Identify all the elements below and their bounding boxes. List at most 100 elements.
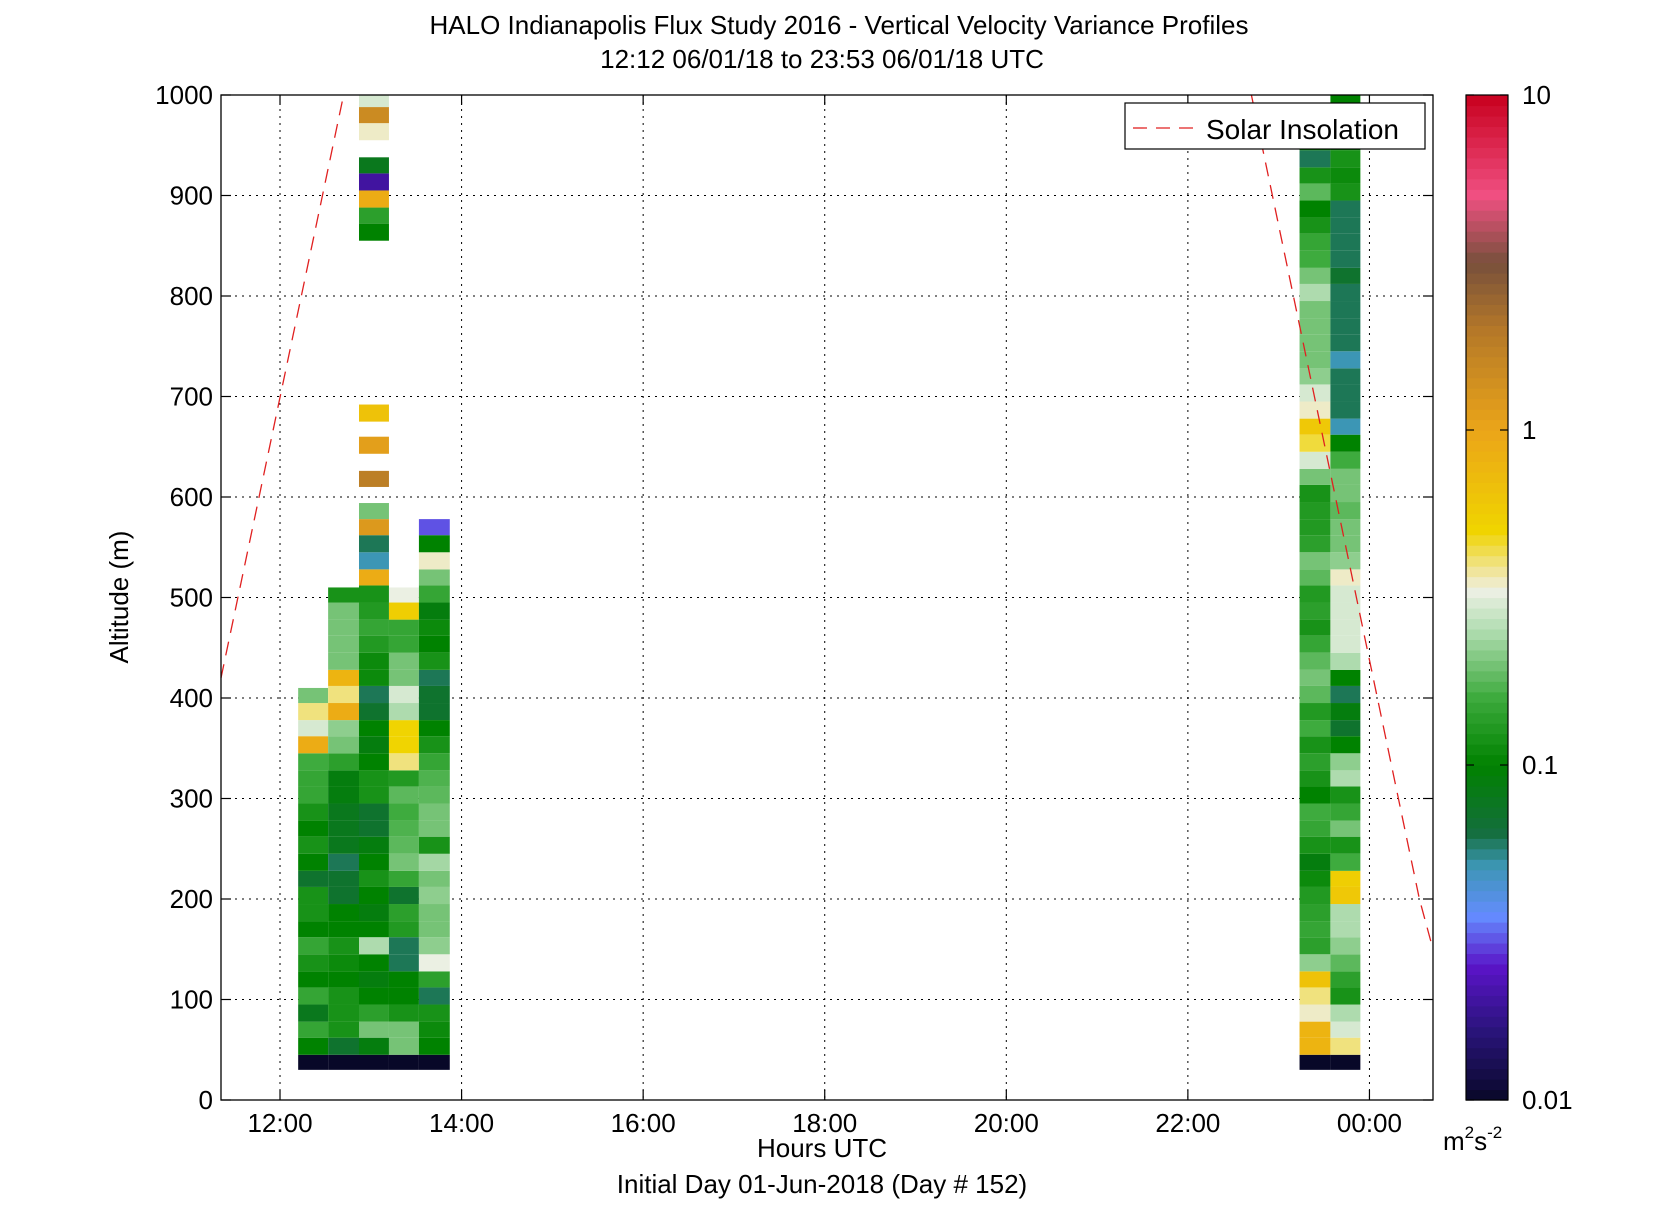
heatmap-cell: [418, 669, 450, 686]
heatmap-cell: [358, 886, 389, 905]
x-tick-label: 18:00: [792, 1108, 857, 1138]
colorbar-band: [1466, 597, 1508, 609]
colorbar-band: [1466, 95, 1508, 107]
heatmap-cell: [418, 987, 450, 1005]
heatmap-cell: [1299, 418, 1331, 435]
colorbar-band: [1466, 377, 1508, 389]
heatmap-cell: [358, 853, 389, 871]
colorbar-band: [1466, 126, 1508, 138]
colorbar-band: [1466, 785, 1508, 798]
colorbar-band: [1466, 1058, 1508, 1070]
heatmap-cell: [328, 587, 359, 603]
heatmap-cell: [358, 95, 389, 108]
heatmap-cell: [418, 870, 450, 887]
x-tick-label: 14:00: [429, 1108, 494, 1138]
heatmap-cell: [1299, 334, 1331, 352]
heatmap-cell: [1330, 183, 1361, 201]
colorbar-band: [1466, 995, 1508, 1007]
colorbar: [1465, 94, 1509, 1101]
colorbar-band: [1466, 848, 1508, 860]
heatmap-cell: [358, 904, 389, 922]
heatmap-cell: [1299, 602, 1331, 620]
heatmap-cell: [298, 1054, 329, 1070]
colorbar-band: [1466, 534, 1508, 546]
colorbar-band: [1466, 984, 1508, 996]
y-tick-label: 700: [170, 382, 213, 412]
heatmap-cell: [1299, 451, 1331, 469]
heatmap-cell: [298, 971, 329, 988]
heatmap-cell: [1330, 585, 1361, 603]
colorbar-band: [1466, 775, 1508, 787]
colorbar-band: [1466, 1016, 1508, 1028]
heatmap-cell: [418, 770, 450, 787]
x-tick-label: 12:00: [247, 1108, 312, 1138]
colorbar-band: [1466, 241, 1508, 253]
heatmap-cell: [1330, 720, 1361, 737]
heatmap-cell: [358, 720, 389, 737]
heatmap-cell: [1299, 736, 1331, 754]
heatmap-cell: [418, 535, 450, 553]
heatmap-cell: [418, 904, 450, 922]
heatmap-cell: [1299, 250, 1331, 268]
colorbar-band: [1466, 1005, 1508, 1017]
heatmap-cell: [1330, 652, 1361, 670]
heatmap-cell: [328, 736, 359, 754]
heatmap-cell: [1330, 519, 1361, 536]
heatmap-cell: [298, 853, 329, 871]
colorbar-band: [1466, 409, 1508, 421]
colorbar-band: [1466, 346, 1508, 358]
colorbar-tick-label: 0.1: [1522, 750, 1558, 780]
colorbar-band: [1466, 440, 1508, 452]
colorbar-band: [1466, 210, 1508, 222]
heatmap-cell: [1299, 384, 1331, 402]
colorbar-band: [1466, 953, 1508, 965]
colorbar-band: [1466, 733, 1508, 745]
heatmap-cell: [358, 157, 389, 174]
heatmap-cell: [1330, 685, 1361, 704]
heatmap-cell: [1299, 1054, 1331, 1070]
heatmap-cell: [298, 687, 329, 704]
heatmap-cell: [298, 770, 329, 787]
heatmap-cell: [1330, 401, 1361, 419]
x-tick-label: 22:00: [1155, 1108, 1220, 1138]
colorbar-band: [1466, 576, 1508, 588]
heatmap-cell: [1330, 351, 1361, 369]
heatmap-cell: [1299, 619, 1331, 636]
heatmap-cell: [1299, 803, 1331, 821]
heatmap-cell: [358, 585, 389, 603]
heatmap-cell: [1330, 502, 1361, 520]
heatmap-cell: [388, 1054, 419, 1070]
heatmap-cell: [1330, 703, 1361, 721]
heatmap-cell: [418, 519, 450, 536]
colorbar-band: [1466, 293, 1508, 305]
colorbar-band: [1466, 147, 1508, 159]
colorbar-tick-label: 10: [1522, 80, 1551, 110]
colorbar-band: [1466, 304, 1508, 316]
colorbar-band: [1466, 1047, 1508, 1059]
heatmap-cell: [358, 552, 389, 570]
colorbar-band: [1466, 587, 1508, 599]
heatmap-cell: [358, 123, 389, 141]
heatmap-cell: [418, 552, 450, 570]
colorbar-band: [1466, 450, 1508, 463]
heatmap-cell: [418, 1054, 450, 1070]
y-tick-label: 400: [170, 683, 213, 713]
heatmap-cell: [298, 937, 329, 955]
heatmap-cell: [418, 619, 450, 636]
colorbar-band: [1466, 744, 1508, 756]
x-axis-label-day: Initial Day 01-Jun-2018 (Day # 152): [617, 1169, 1027, 1199]
colorbar-band: [1466, 178, 1508, 190]
colorbar-band: [1466, 901, 1508, 913]
heatmap-cell: [388, 803, 419, 821]
heatmap-cell: [358, 404, 389, 422]
heatmap-cell: [1330, 250, 1361, 268]
heatmap-cell: [1299, 886, 1331, 905]
heatmap-cell: [1299, 484, 1331, 503]
legend: Solar Insolation: [1124, 102, 1426, 150]
heatmap-cell: [1330, 233, 1361, 251]
y-tick-label: 900: [170, 181, 213, 211]
heatmap-cell: [298, 703, 329, 721]
colorbar-band: [1466, 932, 1508, 944]
heatmap-cell: [1299, 569, 1331, 586]
